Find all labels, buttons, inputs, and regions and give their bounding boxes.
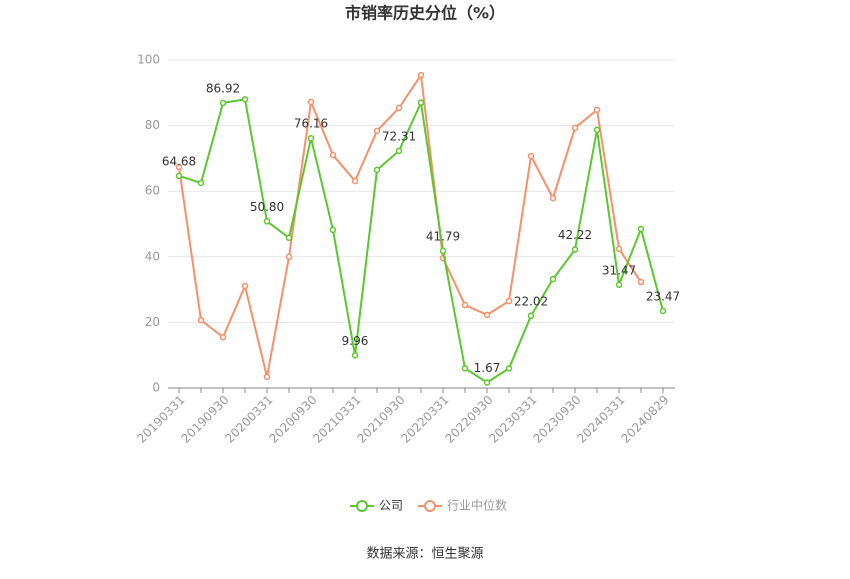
data-label: 76.16	[294, 117, 328, 131]
point	[549, 275, 557, 283]
data-label: 86.92	[206, 81, 240, 95]
chart-title: 市销率历史分位（%）	[345, 4, 505, 23]
point	[219, 99, 227, 107]
point	[461, 365, 469, 372]
point	[285, 253, 293, 261]
point	[307, 134, 315, 142]
legend-marker	[356, 500, 368, 512]
point	[637, 278, 645, 286]
legend-item[interactable]: 公司	[350, 499, 403, 513]
point	[263, 218, 271, 225]
point	[263, 373, 271, 381]
point	[571, 124, 579, 132]
data-label: 41.79	[426, 229, 460, 243]
y-tick-label: 80	[145, 118, 160, 132]
y-tick-label: 20	[145, 315, 160, 329]
point	[637, 225, 645, 233]
point	[549, 194, 557, 202]
point	[615, 245, 623, 253]
data-label: 72.31	[382, 129, 416, 143]
point	[615, 281, 623, 289]
point	[219, 333, 227, 341]
x-tick-label: 20240829	[619, 393, 672, 446]
data-label: 1.67	[474, 361, 501, 375]
y-tick-label: 0	[152, 381, 160, 395]
point	[417, 99, 425, 106]
point	[197, 316, 205, 324]
point	[483, 379, 491, 386]
point	[395, 104, 403, 112]
point	[417, 71, 425, 79]
y-tick-label: 60	[145, 184, 160, 198]
point	[505, 365, 513, 372]
data-label: 22.02	[514, 294, 548, 308]
data-label: 42.22	[558, 228, 592, 242]
point	[593, 126, 601, 134]
point	[659, 307, 667, 315]
point	[373, 127, 381, 135]
legend-item[interactable]: 行业中位数	[418, 498, 507, 513]
series-line	[178, 72, 642, 378]
point	[329, 226, 337, 234]
y-tick-label: 100	[137, 53, 160, 67]
point	[483, 311, 491, 319]
point	[197, 179, 205, 187]
point	[175, 163, 183, 171]
point	[527, 312, 535, 320]
point	[373, 166, 381, 174]
source: 数据来源：恒生聚源	[366, 547, 483, 562]
data-label: 31.47	[602, 263, 636, 277]
data-label: 23.47	[646, 290, 680, 304]
legend-label: 行业中位数	[447, 498, 507, 513]
point	[505, 297, 513, 305]
point	[329, 151, 337, 159]
point	[351, 352, 359, 359]
point	[527, 152, 535, 160]
point	[285, 234, 293, 242]
data-label: 50.80	[250, 200, 284, 214]
point	[571, 246, 579, 253]
point	[395, 147, 403, 155]
y-tick-label: 40	[145, 249, 160, 263]
legend-label: 公司	[379, 499, 403, 513]
point	[593, 106, 601, 114]
point	[241, 282, 249, 290]
point	[307, 98, 315, 106]
data-label: 64.68	[162, 154, 196, 168]
data-label: 9.96	[342, 334, 369, 348]
point	[241, 96, 249, 103]
legend-marker	[424, 500, 436, 512]
point	[351, 177, 359, 185]
point	[175, 172, 183, 180]
point	[439, 247, 447, 255]
point	[461, 301, 469, 309]
